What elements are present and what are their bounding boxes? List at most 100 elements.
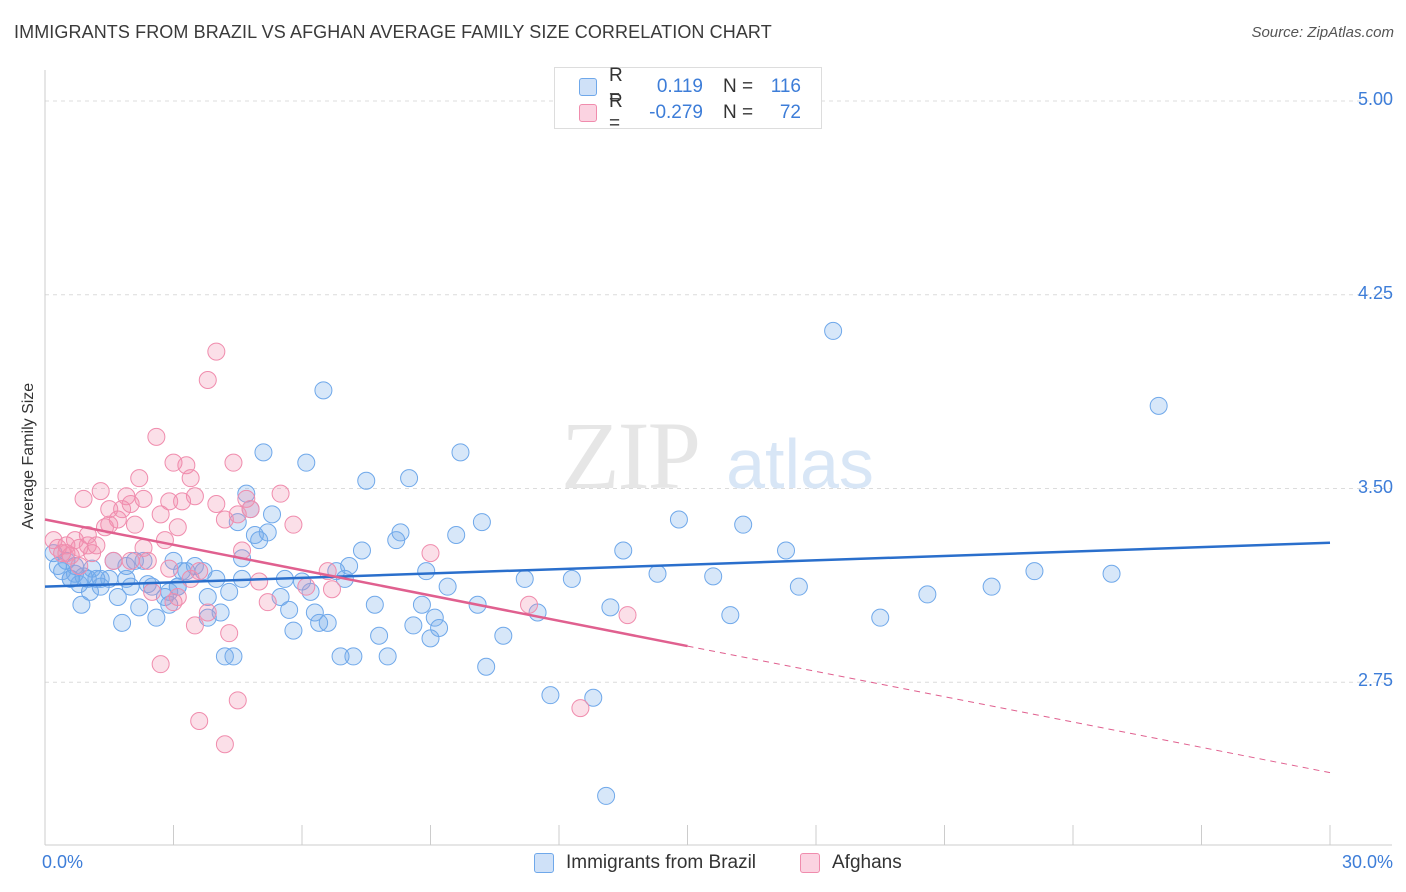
point-afghan: [198, 603, 217, 622]
y-tick-label: 5.00: [1357, 89, 1393, 109]
point-brazil: [541, 686, 560, 705]
point-brazil: [378, 647, 397, 666]
point-brazil: [404, 616, 423, 635]
point-afghan: [78, 526, 97, 544]
point-afghan: [155, 531, 174, 550]
chart-title: IMMIGRANTS FROM BRAZIL VS AFGHAN AVERAGE…: [14, 22, 772, 42]
point-brazil: [824, 321, 843, 340]
point-brazil: [207, 569, 226, 588]
point-afghan: [70, 557, 89, 575]
point-afghan: [125, 515, 144, 534]
legend-swatch-afghan: [800, 853, 820, 873]
chart-source: Source: ZipAtlas.com: [1251, 24, 1394, 41]
point-brazil: [451, 443, 470, 462]
stats-row-brazil: R = 0.119 N = 116: [579, 65, 801, 108]
point-afghan: [104, 551, 123, 570]
point-brazil: [254, 443, 273, 462]
point-afghan: [198, 371, 217, 389]
n-value: 72: [779, 102, 801, 123]
point-afghan: [297, 577, 316, 596]
point-afghan: [91, 482, 110, 501]
point-brazil: [447, 526, 466, 544]
point-brazil: [370, 626, 389, 645]
point-afghan: [250, 572, 269, 591]
point-brazil: [121, 577, 140, 596]
point-brazil: [357, 471, 376, 490]
point-brazil: [130, 598, 149, 617]
point-afghan: [134, 538, 153, 557]
point-brazil: [220, 582, 239, 601]
x-tick-label: 30.0%: [1341, 852, 1393, 872]
point-brazil: [224, 647, 243, 666]
point-brazil: [314, 381, 333, 400]
point-afghan: [185, 616, 204, 635]
legend-label-brazil: Immigrants from Brazil: [566, 852, 757, 873]
point-brazil: [584, 688, 603, 707]
point-brazil: [494, 626, 513, 645]
point-brazil: [263, 505, 282, 524]
watermark: ZIP atlas: [561, 402, 874, 509]
point-brazil: [365, 595, 384, 614]
point-afghan: [134, 489, 153, 508]
point-afghan: [160, 492, 179, 511]
point-afghan: [168, 588, 187, 606]
point-brazil: [721, 606, 740, 625]
point-afghan: [241, 500, 260, 519]
point-brazil: [477, 657, 496, 676]
point-afghan: [143, 582, 162, 601]
point-brazil: [562, 569, 581, 588]
r-value: 0.119: [656, 76, 703, 97]
point-afghan: [121, 551, 140, 570]
point-afghan: [207, 342, 226, 361]
axes: [44, 70, 1392, 846]
point-brazil: [305, 603, 324, 622]
point-brazil: [400, 469, 419, 488]
point-afghan: [215, 735, 234, 754]
point-afghan: [571, 699, 590, 718]
point-brazil: [1102, 564, 1121, 583]
point-brazil: [438, 577, 457, 596]
point-brazil: [61, 569, 80, 588]
point-brazil: [331, 647, 350, 666]
point-afghan: [57, 544, 76, 563]
point-brazil: [918, 585, 937, 604]
point-brazil: [430, 619, 449, 637]
point-brazil: [871, 608, 890, 627]
point-brazil: [417, 562, 436, 581]
point-brazil: [472, 513, 491, 532]
r-label: R =: [609, 65, 623, 108]
point-afghan: [322, 580, 341, 599]
legend-item-afghan[interactable]: Afghans: [800, 852, 902, 874]
series-legend: Immigrants from Brazil Afghans: [0, 852, 1406, 878]
n-value: 116: [770, 76, 801, 97]
point-brazil: [734, 515, 753, 534]
point-brazil: [412, 595, 431, 614]
point-brazil: [340, 557, 359, 575]
point-brazil: [982, 577, 1001, 596]
point-brazil: [777, 541, 796, 560]
point-brazil: [1025, 562, 1044, 581]
point-brazil: [284, 621, 303, 640]
point-afghan: [284, 515, 303, 534]
point-brazil: [648, 564, 667, 583]
point-brazil: [614, 541, 633, 560]
r-label: R =: [609, 91, 623, 134]
trend-line-brazil: [44, 541, 1331, 588]
point-afghan: [181, 569, 200, 588]
y-tick-label: 4.25: [1357, 282, 1393, 303]
legend-label-afghan: Afghans: [832, 852, 902, 873]
n-label: N =: [723, 76, 754, 97]
point-brazil: [515, 569, 534, 588]
point-afghan: [168, 518, 187, 537]
legend-item-brazil[interactable]: Immigrants from Brazil: [534, 852, 756, 874]
point-afghan: [130, 469, 149, 488]
point-afghan: [147, 427, 166, 446]
y-tick-label: 3.50: [1357, 476, 1393, 497]
swatch-afghan: [579, 104, 597, 122]
point-afghan: [151, 655, 170, 674]
watermark-atlas: atlas: [726, 425, 874, 503]
stats-legend: R = 0.119 N = 116 R = -0.279 N = 72: [554, 65, 822, 134]
point-brazil: [147, 608, 166, 627]
point-brazil: [352, 541, 371, 560]
point-afghan: [224, 453, 243, 472]
